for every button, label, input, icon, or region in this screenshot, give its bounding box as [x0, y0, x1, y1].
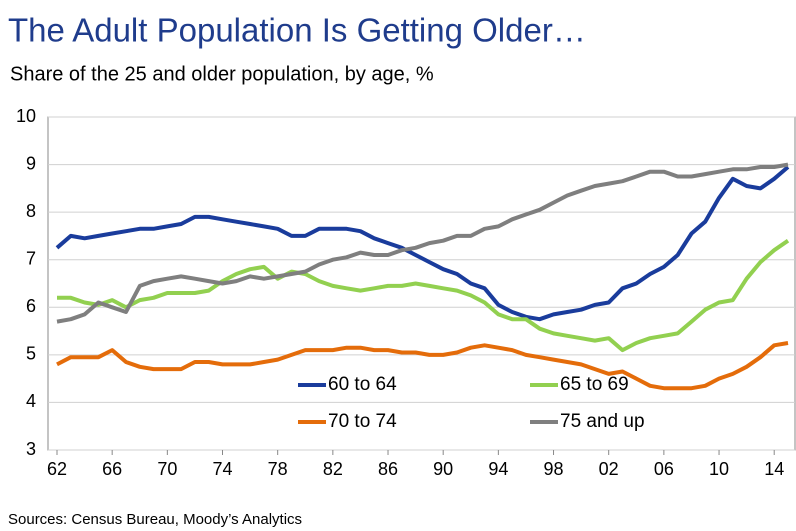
legend-label: 65 to 69 — [560, 374, 629, 395]
chart-subtitle: Share of the 25 and older population, by… — [10, 63, 434, 85]
legend-label: 70 to 74 — [328, 411, 397, 432]
y-tick-label: 10 — [16, 106, 36, 126]
y-tick-label: 9 — [26, 153, 36, 173]
x-tick-label: 74 — [212, 459, 232, 479]
series-line — [56, 341, 789, 391]
series-line — [56, 162, 789, 324]
x-tick-label: 66 — [102, 459, 122, 479]
chart-title: The Adult Population Is Getting Older… — [8, 12, 586, 49]
source-note: Sources: Census Bureau, Moody’s Analytic… — [8, 511, 302, 528]
x-tick-label: 90 — [433, 459, 453, 479]
x-tick-label: 06 — [654, 459, 674, 479]
x-tick-label: 10 — [709, 459, 729, 479]
y-tick-label: 8 — [26, 201, 36, 221]
x-tick-label: 82 — [323, 459, 343, 479]
x-tick-label: 02 — [599, 459, 619, 479]
x-tick-label: 70 — [157, 459, 177, 479]
x-tick-label: 98 — [544, 459, 564, 479]
y-tick-label: 6 — [26, 296, 36, 316]
y-tick-label: 4 — [26, 391, 36, 411]
x-tick-label: 86 — [378, 459, 398, 479]
y-tick-label: 3 — [26, 439, 36, 459]
x-tick-label: 78 — [268, 459, 288, 479]
series-line — [57, 239, 790, 353]
legend-label: 60 to 64 — [328, 374, 397, 395]
y-tick-label: 5 — [26, 344, 36, 364]
legend-label: 75 and up — [560, 411, 645, 432]
series-line — [55, 165, 790, 322]
x-tick-label: 14 — [764, 459, 784, 479]
x-tick-label: 94 — [488, 459, 508, 479]
x-tick-label: 62 — [47, 459, 67, 479]
y-tick-label: 7 — [26, 248, 36, 268]
